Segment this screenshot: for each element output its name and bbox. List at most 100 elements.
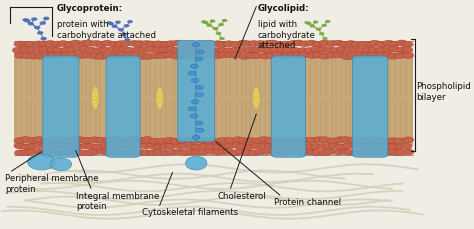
Circle shape [153,144,164,150]
Circle shape [47,144,59,150]
Circle shape [188,72,196,76]
Circle shape [198,150,209,155]
Circle shape [312,53,323,59]
Circle shape [196,93,203,97]
Ellipse shape [91,87,99,110]
Circle shape [267,41,278,47]
Circle shape [270,48,281,54]
Circle shape [325,21,330,24]
Circle shape [192,54,203,60]
Circle shape [342,143,354,149]
Circle shape [346,41,356,47]
Circle shape [15,53,26,59]
Circle shape [335,144,346,150]
Circle shape [27,54,39,60]
Ellipse shape [50,158,72,171]
Circle shape [280,54,291,60]
Text: protein with
carbohydrate attached: protein with carbohydrate attached [56,20,155,39]
Circle shape [14,143,25,149]
FancyBboxPatch shape [43,57,79,158]
Circle shape [96,42,108,48]
Text: Glycoprotein:: Glycoprotein: [56,4,123,13]
Circle shape [192,44,200,48]
Circle shape [62,138,73,144]
Circle shape [310,47,322,53]
Circle shape [376,53,387,59]
Circle shape [318,47,329,53]
Circle shape [299,53,310,58]
Circle shape [23,19,28,22]
Text: Phospholipid
bilayer: Phospholipid bilayer [417,82,471,101]
Circle shape [127,143,138,149]
Circle shape [156,97,163,100]
Circle shape [344,150,355,155]
Circle shape [28,23,34,26]
Circle shape [90,149,101,155]
Circle shape [263,48,273,54]
Circle shape [218,53,229,59]
Circle shape [176,138,187,144]
Circle shape [77,150,89,156]
Circle shape [92,104,98,107]
Circle shape [225,53,237,59]
Circle shape [253,90,259,93]
Circle shape [192,136,200,140]
Circle shape [66,150,77,155]
Circle shape [396,48,408,54]
Circle shape [330,48,341,54]
Circle shape [235,149,246,155]
Circle shape [356,48,366,54]
Text: Peripheral membrane
protein: Peripheral membrane protein [5,174,99,193]
Circle shape [230,43,241,49]
Circle shape [146,47,157,53]
Circle shape [116,53,127,59]
Circle shape [339,149,350,155]
Circle shape [260,54,271,60]
Circle shape [185,48,197,54]
Circle shape [369,149,381,155]
Circle shape [306,41,317,47]
Circle shape [365,42,376,48]
Circle shape [157,53,169,59]
Circle shape [313,22,318,24]
Circle shape [253,104,259,107]
Circle shape [180,150,191,156]
Circle shape [217,42,228,48]
Circle shape [264,143,275,149]
Circle shape [204,53,216,59]
Circle shape [74,137,85,143]
Ellipse shape [185,157,207,170]
Circle shape [349,47,360,53]
Circle shape [121,150,132,156]
Circle shape [356,144,366,150]
Circle shape [196,86,203,90]
Circle shape [52,48,64,54]
Circle shape [362,138,373,144]
Circle shape [375,150,386,156]
Circle shape [394,150,406,156]
Circle shape [20,137,31,143]
Circle shape [388,42,400,48]
Circle shape [76,53,87,59]
Circle shape [197,53,209,59]
Circle shape [223,149,234,155]
Ellipse shape [27,154,55,170]
Circle shape [197,47,208,53]
Circle shape [288,41,300,47]
Circle shape [54,144,65,149]
Circle shape [146,143,157,149]
Circle shape [205,149,216,155]
Circle shape [140,143,151,149]
Circle shape [67,53,78,59]
Circle shape [117,138,128,144]
Circle shape [350,143,361,149]
Circle shape [237,41,248,47]
Circle shape [160,42,171,48]
Circle shape [40,143,51,149]
Circle shape [156,90,163,93]
Circle shape [212,41,223,47]
Circle shape [164,138,174,144]
Circle shape [72,149,83,155]
Circle shape [355,53,366,59]
Circle shape [401,144,412,150]
